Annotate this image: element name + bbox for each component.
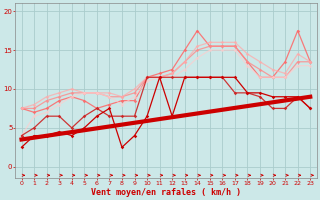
X-axis label: Vent moyen/en rafales ( km/h ): Vent moyen/en rafales ( km/h ) — [91, 188, 241, 197]
